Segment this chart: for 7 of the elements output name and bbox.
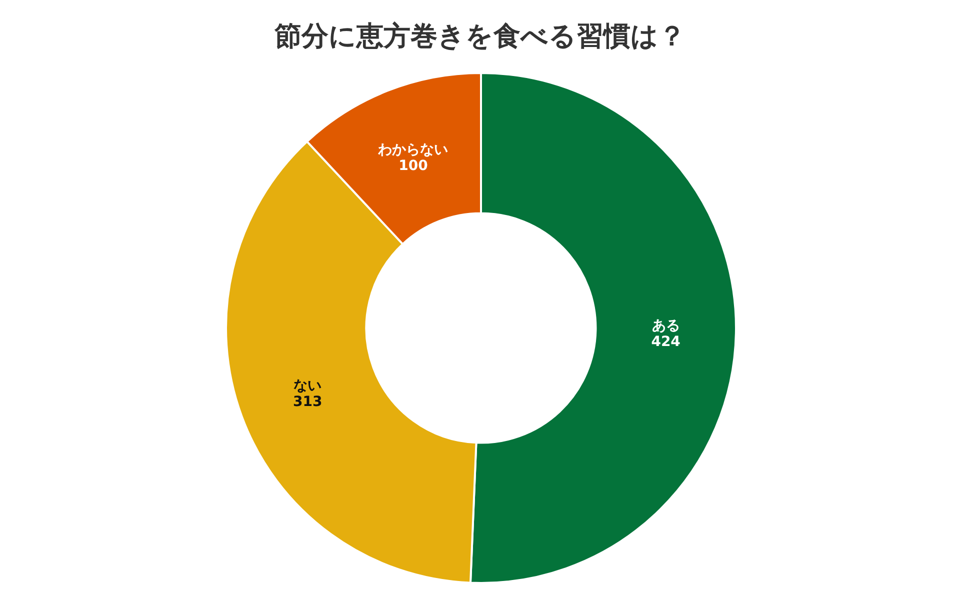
- slice-label: ない: [294, 378, 322, 394]
- data-label: 424: [651, 334, 681, 350]
- chart-title: 節分に恵方巻きを食べる習慣は？: [274, 21, 686, 52]
- data-label: 313: [293, 394, 322, 410]
- slice-label: ある: [652, 318, 680, 334]
- slice-label: わからない: [377, 142, 448, 158]
- data-label: 100: [398, 158, 428, 174]
